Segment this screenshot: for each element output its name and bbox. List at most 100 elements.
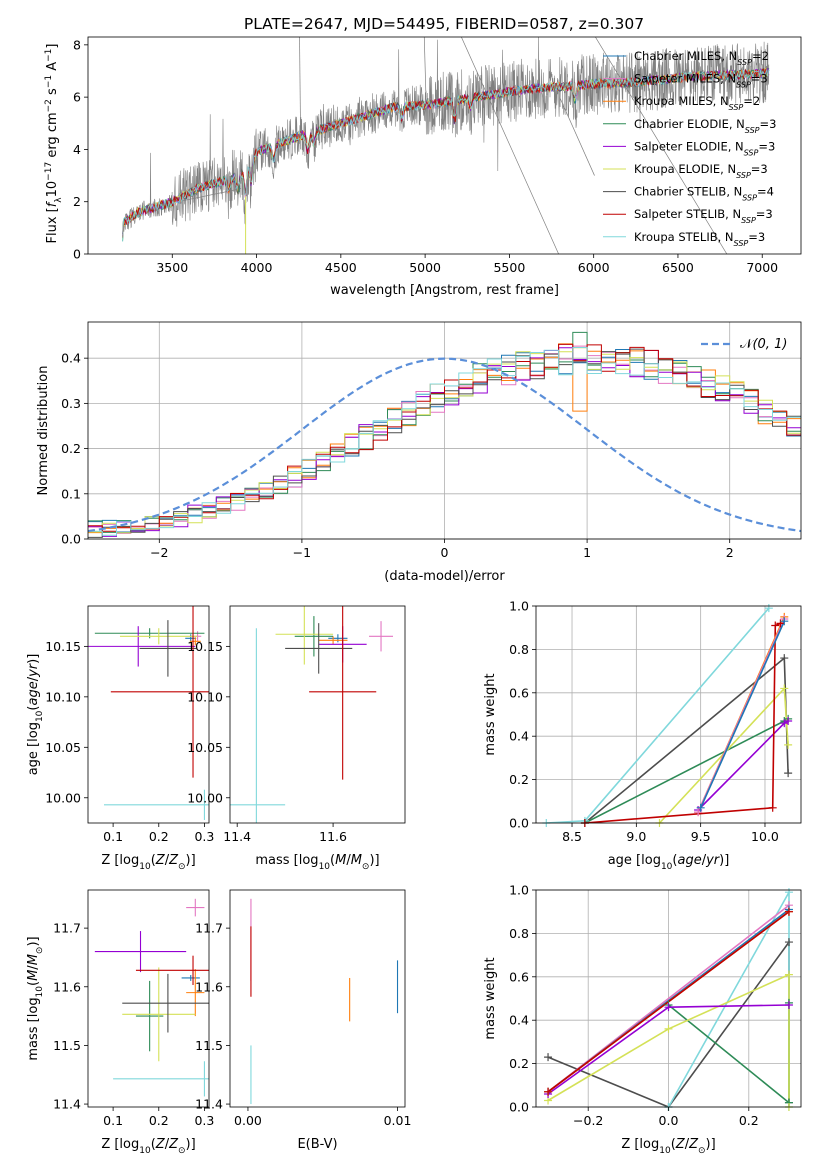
legend-label: Kroupa ELODIE, NSSP=3 — [634, 162, 768, 180]
x-tick-label: 5000 — [409, 260, 441, 275]
x-tick-label: −2 — [150, 545, 168, 560]
model-line-salpeter-stelib — [122, 68, 770, 238]
weight-marker — [784, 769, 793, 778]
axes-frame — [87, 605, 210, 824]
legend-label: 𝒩(0, 1) — [740, 337, 787, 352]
y-tick-label: 0.8 — [509, 642, 529, 657]
y-tick-label: 0.2 — [61, 441, 81, 456]
y-tick-label: 0.0 — [61, 532, 81, 547]
y-tick-label: 0.6 — [509, 685, 529, 700]
weight-marker — [764, 604, 773, 613]
y-tick-label: 0.2 — [509, 1056, 529, 1071]
x-tick-label: 0.1 — [103, 829, 123, 844]
y-tick-label: 11.5 — [53, 1038, 81, 1053]
y-tick-label: 10.00 — [187, 790, 223, 805]
weight-line-kroupa-elodie — [547, 973, 790, 1107]
legend-label: Chabrier MILES, NSSP=2 — [634, 49, 769, 67]
plot-area — [94, 898, 209, 1097]
weight-line-salpeter-elodie — [697, 720, 789, 811]
y-tick-label: 8 — [73, 37, 81, 52]
x-tick-label: 3500 — [156, 260, 188, 275]
y-tick-label: 11.6 — [53, 979, 81, 994]
spectrum-data-line — [122, 37, 770, 237]
y-tick-label: 10.15 — [187, 639, 223, 654]
y-tick-label: 10.05 — [45, 740, 81, 755]
chart-residuals: −2 −1 0 1 2 0.0 0.1 0.2 0.3 0.4 𝒩(0, 1) (data-model… — [36, 321, 802, 584]
spectrum-spike — [461, 37, 559, 254]
x-tick-label: 0.3 — [194, 829, 214, 844]
x-tick-label: 0.2 — [739, 1113, 759, 1128]
plot-area — [546, 607, 789, 823]
x-axis-label: (data-model)/error — [384, 569, 505, 584]
y-tick-label: 11.4 — [53, 1097, 81, 1112]
x-axis-label: wavelength [Angstrom, rest frame] — [330, 283, 559, 298]
x-tick-label: 0.01 — [384, 1113, 412, 1128]
chart-weight_vs_age: 8.5 9.0 9.5 10.0 0.0 0.2 0.4 0.6 0.8 1.0 age [log1… — [483, 599, 802, 872]
y-tick-label: 0.0 — [509, 1100, 529, 1115]
y-tick-label: 10.15 — [45, 639, 81, 654]
weight-line-salpeter-stelib — [584, 622, 781, 823]
axes-frame — [229, 605, 406, 824]
weight-marker — [664, 1024, 673, 1033]
hist-salpeter-stelib — [88, 343, 801, 532]
spectrum-spike — [595, 37, 728, 254]
x-axis-label: Z [log10(Z/Z⊙)] — [101, 853, 195, 872]
x-tick-label: 9.0 — [626, 829, 646, 844]
weight-marker — [771, 621, 780, 630]
weight-line-chabrier-stelib — [584, 656, 789, 823]
legend-label: Kroupa STELIB, NSSP=3 — [634, 230, 765, 248]
weight-marker — [694, 808, 703, 817]
chart-weight_vs_Z: −0.2 0.0 0.2 0.0 0.2 0.4 0.6 0.8 1.0 Z [log10(Z/Z… — [483, 883, 802, 1156]
chart-mass_vs_Z: 0.1 0.2 0.3 11.4 11.5 11.6 11.7 Z [log10(Z/Z⊙)]… — [26, 889, 214, 1156]
weight-marker — [664, 1003, 673, 1012]
legend-label: Salpeter STELIB, NSSP=3 — [634, 207, 773, 225]
y-tick-label: 10.05 — [187, 740, 223, 755]
y-tick-label: 6 — [73, 90, 81, 105]
hist-kroupa-stelib — [88, 347, 801, 536]
x-axis-label: Z [log10(Z/Z⊙)] — [621, 1137, 715, 1156]
x-tick-label: 5500 — [493, 260, 525, 275]
axes-frame — [87, 889, 210, 1108]
y-tick-label: 10.00 — [45, 790, 81, 805]
y-axis-label: Flux [fλ10−17 erg cm−2 s−1 A−1] — [44, 44, 64, 244]
weight-line-chabrier-elodie — [584, 718, 789, 823]
y-tick-label: 1.0 — [509, 883, 529, 898]
x-tick-label: 0.0 — [659, 1113, 679, 1128]
plot-area — [230, 606, 394, 823]
chart-spectrum: 3500 4000 4500 5000 5500 6000 6500 7000 0 2 4 6 8 Cha… — [44, 36, 802, 298]
weight-marker — [780, 684, 789, 693]
y-tick-label: 0.4 — [61, 351, 81, 366]
weight-marker — [544, 1053, 553, 1062]
x-tick-label: 1 — [583, 545, 591, 560]
x-tick-label: −0.2 — [573, 1113, 603, 1128]
x-tick-label: 0.1 — [103, 1113, 123, 1128]
x-tick-label: 11.4 — [223, 829, 251, 844]
hist-kroupa-miles — [88, 343, 801, 534]
x-axis-label: Z [log10(Z/Z⊙)] — [101, 1137, 195, 1156]
y-tick-label: 0 — [73, 247, 81, 262]
weight-line-chabrier-elodie — [667, 1002, 790, 1105]
figure-title: PLATE=2647, MJD=54495, FIBERID=0587, z=0… — [244, 15, 644, 33]
axes-frame — [535, 605, 802, 824]
weight-marker — [544, 1087, 553, 1096]
y-tick-label: 11.4 — [195, 1097, 223, 1112]
weight-marker — [784, 740, 793, 749]
x-tick-label: 0.00 — [234, 1113, 262, 1128]
y-tick-label: 0.4 — [509, 729, 529, 744]
weight-marker — [784, 717, 793, 726]
x-tick-label: 4500 — [325, 260, 357, 275]
x-axis-label: mass [log10(M/M⊙)] — [255, 853, 379, 872]
plot-area — [250, 898, 399, 1105]
model-line-kroupa-stelib — [122, 68, 770, 242]
y-tick-label: 2 — [73, 194, 81, 209]
plot-area — [88, 606, 209, 820]
weight-marker — [780, 654, 789, 663]
legend-label: Chabrier ELODIE, NSSP=3 — [634, 117, 776, 135]
weight-marker — [768, 803, 777, 812]
y-tick-label: 0.2 — [509, 772, 529, 787]
legend-label: Salpeter ELODIE, NSSP=3 — [634, 139, 775, 157]
x-tick-label: 4000 — [241, 260, 273, 275]
x-tick-label: 7000 — [746, 260, 778, 275]
weight-line-kroupa-stelib — [546, 607, 770, 823]
y-tick-label: 4 — [73, 142, 81, 157]
